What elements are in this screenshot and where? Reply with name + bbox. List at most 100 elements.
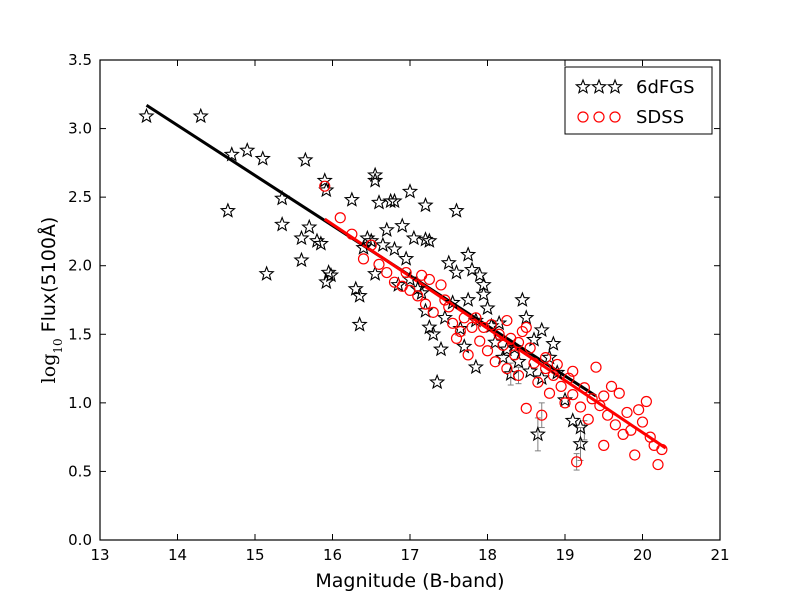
data-point-sdss	[404, 284, 416, 296]
data-point-6dfgs	[479, 299, 496, 316]
data-point-sdss	[365, 239, 377, 251]
y-axis-label-main: Flux(5100Å)	[37, 217, 60, 333]
y-tick-label: 1.5	[68, 325, 92, 343]
axis-ticks: 13 14 15 16 17 18 19 20 21 0.0 0.5 1.0 1.5 2.0 2.5 3.0 3…	[68, 51, 729, 564]
legend-entry-sdss: SDSS	[577, 107, 684, 128]
data-point-sdss	[512, 336, 525, 349]
x-tick-label: 13	[90, 546, 109, 564]
x-tick-label: 17	[400, 546, 419, 564]
data-point-sdss	[602, 409, 614, 421]
data-point-6dfgs	[351, 287, 368, 303]
data-point-6dfgs	[572, 419, 589, 435]
data-point-6dfgs	[320, 264, 337, 280]
legend-marker-sdss	[577, 111, 621, 123]
data-point-sdss	[462, 349, 474, 361]
data-point-sdss	[528, 357, 540, 369]
data-point-sdss	[435, 279, 447, 291]
data-point-sdss	[497, 339, 509, 351]
data-point-6dfgs	[498, 340, 515, 357]
data-point-sdss	[652, 458, 664, 471]
data-point-6dfgs	[367, 166, 384, 183]
y-tick-label: 3.0	[68, 120, 92, 138]
data-point-6dfgs	[347, 280, 364, 296]
data-point-6dfgs	[316, 172, 333, 188]
legend-marker-symbol	[606, 78, 624, 94]
y-tick-label: 2.0	[68, 257, 92, 275]
x-tick-label: 21	[710, 546, 729, 564]
plot-area: 13 14 15 16 17 18 19 20 21 0.0 0.5 1.0 1.5 2.0 2.5 3.0 3…	[68, 51, 729, 564]
data-point-6dfgs	[138, 107, 155, 124]
data-point-sdss	[555, 380, 567, 392]
data-point-sdss	[489, 356, 501, 368]
data-point-sdss	[598, 439, 610, 451]
data-point-6dfgs	[529, 425, 546, 442]
data-point-sdss	[454, 325, 466, 338]
data-point-sdss	[478, 321, 490, 334]
data-point-6dfgs	[448, 264, 465, 280]
data-point-sdss	[357, 253, 370, 265]
data-point-6dfgs	[192, 107, 209, 124]
data-point-sdss	[520, 321, 532, 334]
data-point-6dfgs	[444, 294, 461, 310]
data-point-sdss	[493, 328, 505, 340]
data-point-sdss	[524, 342, 536, 354]
data-point-sdss	[419, 298, 432, 310]
data-point-6dfgs	[429, 373, 446, 390]
data-point-6dfgs	[533, 369, 550, 386]
data-point-6dfgs	[390, 276, 407, 292]
data-point-sdss	[381, 266, 393, 279]
y-tick-label: 3.5	[68, 51, 92, 69]
data-point-sdss	[512, 369, 525, 382]
y-tick-label: 1.0	[68, 394, 92, 412]
legend-entry-6dfgs: 6dFGS	[574, 77, 695, 98]
data-point-sdss	[400, 266, 412, 279]
data-point-sdss	[590, 361, 602, 373]
data-point-6dfgs	[378, 221, 395, 237]
x-tick-label: 16	[323, 546, 342, 564]
data-point-6dfgs	[386, 240, 403, 257]
data-point-sdss	[621, 406, 633, 419]
data-point-sdss	[582, 413, 594, 425]
data-point-6dfgs	[460, 291, 477, 307]
data-point-sdss	[540, 362, 552, 375]
data-point-6dfgs	[394, 217, 411, 233]
data-point-6dfgs	[494, 349, 512, 365]
data-point-6dfgs	[219, 202, 236, 218]
data-point-sdss	[636, 416, 649, 428]
x-axis-label: Magnitude (B-band)	[315, 570, 504, 592]
data-point-6dfgs	[556, 391, 574, 408]
data-point-6dfgs	[467, 358, 484, 375]
data-point-sdss	[412, 290, 424, 302]
y-tick-label: 0.0	[68, 531, 92, 549]
y-axis-label: log10 Flux(5100Å)	[37, 217, 65, 384]
data-point-6dfgs	[374, 236, 391, 253]
axes-frame	[99, 59, 721, 541]
legend-label-6dfgs: 6dFGS	[636, 77, 695, 98]
data-point-sdss	[567, 389, 579, 401]
data-point-6dfgs	[572, 435, 589, 451]
data-point-sdss	[567, 365, 579, 377]
legend-marker-symbol	[574, 78, 592, 94]
data-point-6dfgs	[363, 232, 380, 248]
data-point-6dfgs	[254, 150, 271, 166]
data-point-sdss	[586, 393, 598, 405]
legend-marker-symbol	[577, 111, 589, 123]
data-point-6dfgs	[506, 339, 523, 355]
data-point-sdss	[416, 269, 428, 281]
data-point-6dfgs	[312, 235, 329, 251]
data-point-sdss	[346, 228, 358, 240]
y-tick-label: 0.5	[68, 462, 92, 480]
data-point-sdss	[605, 380, 618, 392]
data-point-sdss	[509, 349, 521, 361]
data-point-sdss	[594, 400, 606, 412]
data-point-6dfgs	[525, 331, 543, 347]
data-point-sdss	[443, 301, 455, 313]
data-point-6dfgs	[514, 291, 531, 307]
data-point-6dfgs	[293, 251, 310, 268]
data-point-6dfgs	[301, 218, 318, 235]
data-point-6dfgs	[417, 196, 434, 213]
data-point-6dfgs	[440, 254, 457, 270]
data-point-6dfgs	[386, 192, 403, 209]
data-point-sdss	[474, 335, 486, 347]
data-point-sdss	[485, 319, 497, 331]
